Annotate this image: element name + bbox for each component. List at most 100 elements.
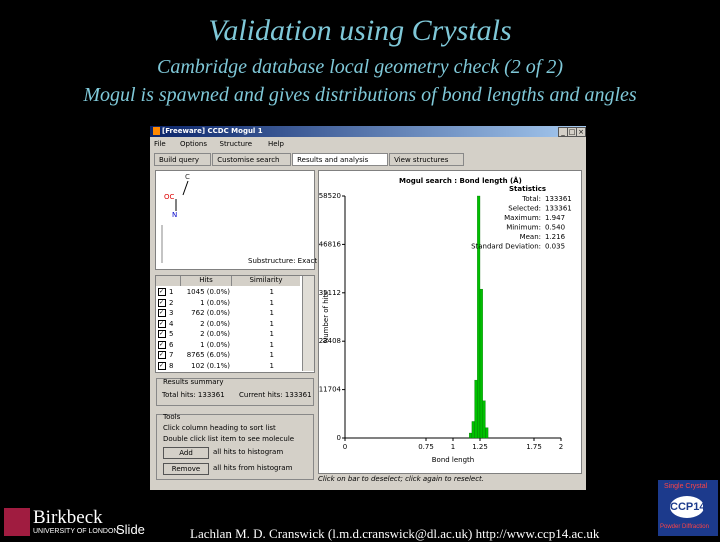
window-icon bbox=[153, 127, 160, 135]
histogram-bar bbox=[477, 195, 481, 439]
table-header bbox=[156, 276, 181, 286]
stat-value: 133361 bbox=[545, 195, 572, 203]
remove-button[interactable]: Remove bbox=[163, 463, 209, 475]
y-tick-label: 58520 bbox=[319, 192, 341, 200]
hits-cell: 8765 (6.0%) bbox=[186, 351, 230, 359]
slide-label: Slide bbox=[116, 522, 145, 537]
row-checkbox[interactable]: ✓ bbox=[158, 288, 166, 296]
tab[interactable]: Build query bbox=[154, 153, 212, 166]
row-index: 4 bbox=[169, 319, 174, 328]
histogram-bar bbox=[474, 379, 478, 439]
slide-title: Validation using Crystals bbox=[208, 14, 512, 47]
x-tick-label: 1 bbox=[451, 443, 455, 451]
group-title: Results summary bbox=[163, 378, 224, 386]
tab[interactable]: View structures bbox=[389, 153, 464, 166]
university-logo: Birkbeck bbox=[33, 507, 103, 528]
atom-label: C bbox=[185, 173, 190, 181]
author-credit: Lachlan M. D. Cranswick (l.m.d.cranswick… bbox=[190, 526, 600, 541]
histogram-bar bbox=[471, 421, 475, 439]
similarity-cell: 1 bbox=[269, 298, 274, 307]
tool-caption: all hits from histogram bbox=[213, 464, 293, 472]
tab[interactable]: Results and analysis bbox=[292, 153, 389, 166]
logo-text: Single Crystal bbox=[664, 483, 708, 490]
logo-text: Powder Diffraction bbox=[660, 524, 709, 530]
slide-subtitle: Mogul is spawned and gives distributions… bbox=[83, 84, 637, 106]
x-tick-label: 0.75 bbox=[418, 443, 434, 451]
stat-value: 1.216 bbox=[545, 233, 566, 241]
query-panel: C OC N Substructure: Exact bbox=[155, 170, 318, 270]
row-index: 8 bbox=[169, 361, 174, 370]
row-checkbox[interactable]: ✓ bbox=[158, 361, 166, 370]
row-index: 2 bbox=[169, 298, 174, 307]
stat-label: Total: bbox=[521, 195, 541, 203]
application-window: [Freeware] CCDC Mogul 1 _ □ × File Option… bbox=[150, 126, 586, 490]
row-index: 1 bbox=[169, 288, 174, 296]
hits-table: Hits Similarity ✓ 1 1045 (0.0%) 1 ✓ 2 1 (0.0%) 1 ✓… bbox=[155, 275, 315, 373]
histogram-bar bbox=[479, 288, 483, 439]
y-tick-label: 23408 bbox=[319, 337, 341, 345]
x-tick-label: 1.25 bbox=[472, 443, 488, 451]
hits-cell: 1045 (0.0%) bbox=[186, 288, 230, 296]
close-button[interactable]: × bbox=[576, 127, 586, 137]
column-header[interactable]: Similarity bbox=[232, 276, 300, 286]
substructure-label: Substructure: Exact bbox=[248, 257, 318, 265]
row-checkbox[interactable]: ✓ bbox=[158, 298, 166, 307]
logo-shield bbox=[4, 508, 30, 536]
similarity-cell: 1 bbox=[269, 340, 274, 349]
university-subtitle: UNIVERSITY OF LONDON bbox=[33, 528, 119, 535]
x-tick-label: 2 bbox=[559, 443, 563, 451]
status-bar: Click on bar to deselect; click again to… bbox=[318, 475, 485, 483]
tools-group: Tools Click column heading to sort list … bbox=[156, 413, 314, 480]
stat-value: 1.947 bbox=[545, 214, 565, 222]
histogram-title: Mogul search : Bond length (Å) bbox=[399, 176, 522, 185]
histogram-bar bbox=[482, 400, 486, 439]
row-index: 5 bbox=[169, 330, 174, 338]
scrollbar bbox=[302, 276, 314, 371]
similarity-cell: 1 bbox=[269, 319, 274, 328]
hits-cell: 1 (0.0%) bbox=[200, 298, 230, 307]
stat-label: Maximum: bbox=[504, 214, 541, 222]
menu-item[interactable]: Help bbox=[268, 140, 284, 148]
atom-label: OC bbox=[164, 193, 175, 201]
row-index: 6 bbox=[169, 340, 174, 349]
histogram-bar bbox=[469, 432, 473, 439]
molecule-sketch bbox=[161, 180, 189, 263]
row-checkbox[interactable]: ✓ bbox=[158, 330, 166, 338]
y-tick-label: 0 bbox=[337, 434, 341, 442]
ccp14-logo: Single Crystal CCP14 Powder Diffraction bbox=[658, 480, 718, 536]
x-tick-label: 0 bbox=[343, 443, 347, 451]
window-title: [Freeware] CCDC Mogul 1 bbox=[150, 126, 586, 137]
stats-title: Statistics bbox=[509, 185, 546, 193]
y-axis-label: Number of hits bbox=[322, 291, 330, 343]
x-axis-label: Bond length bbox=[432, 456, 475, 464]
logo-text: CCP14 bbox=[670, 496, 705, 518]
tool-caption: all hits to histogram bbox=[213, 448, 284, 456]
bond bbox=[182, 180, 189, 196]
tab[interactable]: Customise search bbox=[212, 153, 292, 166]
row-checkbox[interactable]: ✓ bbox=[158, 319, 166, 328]
menu-item[interactable]: File bbox=[154, 140, 166, 148]
row-checkbox[interactable]: ✓ bbox=[158, 309, 166, 317]
tool-hint: Double click list item to see molecule bbox=[163, 435, 295, 443]
stat-value: 133361 bbox=[545, 205, 572, 213]
add-button[interactable]: Add bbox=[163, 447, 209, 459]
row-checkbox[interactable]: ✓ bbox=[158, 351, 166, 359]
total-hits: Total hits: 133361 bbox=[162, 391, 225, 399]
row-checkbox[interactable]: ✓ bbox=[158, 340, 166, 349]
stat-label: Standard Deviation: bbox=[471, 243, 541, 251]
similarity-cell: 1 bbox=[269, 361, 274, 370]
column-header[interactable]: Hits bbox=[181, 276, 232, 286]
slide-subtitle: Cambridge database local geometry check … bbox=[156, 56, 563, 78]
group-title: Tools bbox=[163, 413, 181, 421]
hits-cell: 2 (0.0%) bbox=[200, 319, 230, 328]
stat-value: 0.540 bbox=[545, 224, 565, 232]
x-tick-label: 1.75 bbox=[526, 443, 542, 451]
menu-item[interactable]: Structure bbox=[219, 140, 253, 148]
hits-cell: 102 (0.1%) bbox=[191, 361, 230, 370]
atom-label: N bbox=[172, 211, 178, 219]
similarity-cell: 1 bbox=[269, 288, 274, 296]
hits-cell: 762 (0.0%) bbox=[191, 309, 230, 317]
results-summary: Results summary Total hits: 133361 Curre… bbox=[156, 378, 314, 406]
current-hits: Current hits: 133361 bbox=[239, 391, 312, 399]
menu-item[interactable]: Options bbox=[180, 140, 208, 148]
